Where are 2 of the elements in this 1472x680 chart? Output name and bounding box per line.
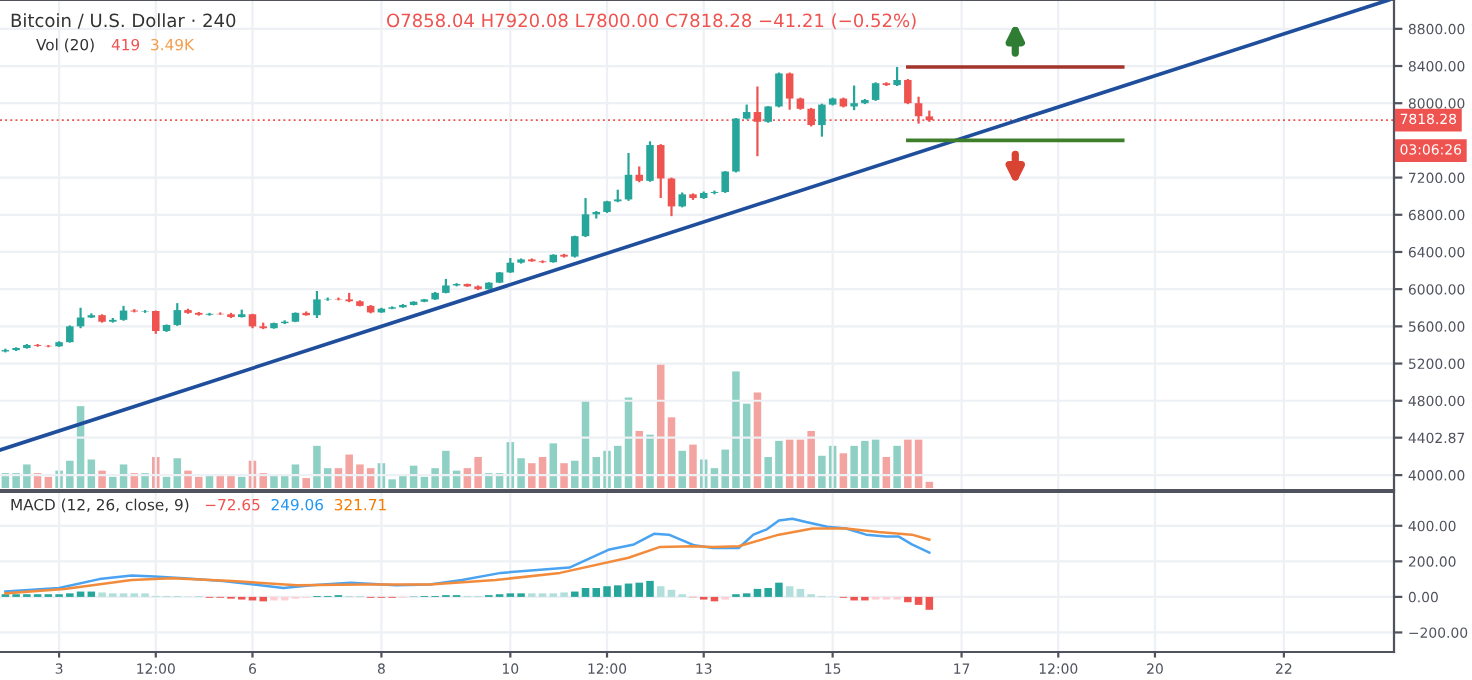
text: Bitcoin / U.S. Dollar · 240 [11, 13, 236, 29]
text: O7858.04 H7920.08 L7800.00 C7818.28 −41.21 (−0.52%) [387, 13, 916, 30]
